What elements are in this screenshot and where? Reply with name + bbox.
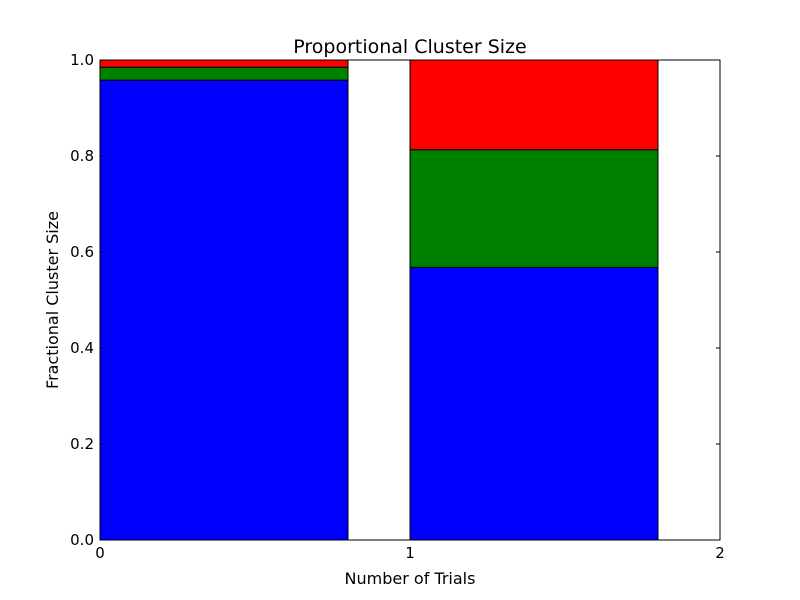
y-tick-label-2: 0.4 (70, 339, 94, 357)
y-tick-label-3: 0.6 (70, 243, 94, 261)
bar-segment-0-1 (99, 66, 349, 81)
plot-frame (99, 59, 721, 541)
x-tick-label-1: 1 (405, 544, 415, 562)
x-tick-label-2: 2 (715, 544, 725, 562)
bar-segment-0-0 (99, 79, 349, 541)
x-tick-label-0: 0 (95, 544, 105, 562)
bar-segment-1-0 (409, 266, 659, 541)
y-tick-label-5: 1.0 (70, 51, 94, 69)
bar-segment-0-2 (99, 59, 349, 68)
y-tick-label-4: 0.8 (70, 147, 94, 165)
bar-segment-1-2 (409, 59, 659, 151)
bar-segment-1-1 (409, 149, 659, 268)
y-tick-label-1: 0.2 (70, 435, 94, 453)
ticks-group: 0.0 0.2 0.4 0.6 0.8 1.0 0 1 2 (70, 51, 725, 562)
x-axis-label: Number of Trials (345, 569, 476, 588)
bars-group (99, 59, 659, 541)
chart-title: Proportional Cluster Size (293, 36, 526, 58)
y-axis-label: Fractional Cluster Size (43, 211, 62, 389)
y-tick-label-0: 0.0 (70, 531, 94, 549)
